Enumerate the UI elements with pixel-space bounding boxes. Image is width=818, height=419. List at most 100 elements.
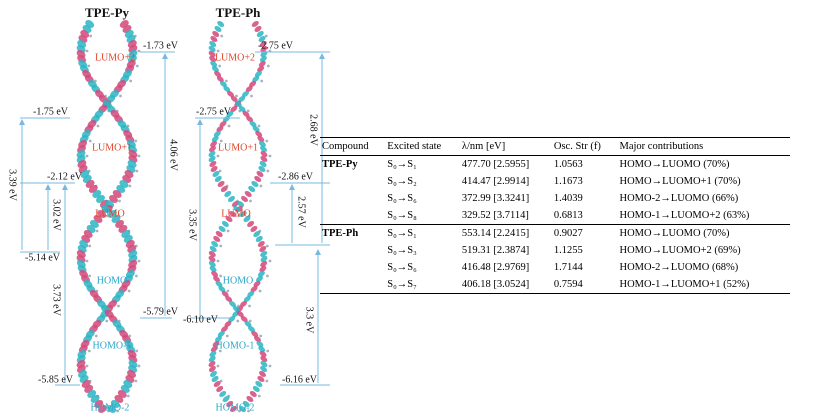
orbital-lobe <box>256 341 264 347</box>
energy-label: -5.79 eV <box>143 306 179 317</box>
orbital-lobe <box>230 96 238 102</box>
orbital-lobe <box>218 286 226 292</box>
orbital-lobe <box>246 109 250 113</box>
compound-cell: TPE-Py <box>322 159 358 170</box>
orbital-lobe <box>208 151 216 157</box>
orbital-lobe <box>208 356 216 362</box>
orbital-lobe <box>260 46 268 52</box>
orbital-lobe <box>88 274 91 278</box>
orbital-lobe <box>259 56 267 62</box>
orbital-lobe <box>135 274 138 278</box>
orbital-diagram: TPE-Py LUMO+2 LUMO+1 LUMO HOMO HOMO-1 HO… <box>7 5 330 413</box>
orbital-lobe <box>88 139 92 143</box>
orbital-lobe <box>85 49 89 53</box>
orbital-lobe <box>249 121 257 127</box>
orbital-lobe <box>260 366 268 372</box>
orbital-lobe <box>209 351 217 357</box>
orbital-lobe <box>214 26 222 32</box>
table-cell: 406.18 [3.0524] <box>461 279 530 290</box>
orbital-lobe <box>211 66 219 72</box>
gap-label: 3.73 eV <box>51 284 62 316</box>
orbital-lobe <box>239 406 246 412</box>
orbital-lobe <box>249 199 252 203</box>
orbital-lobe <box>218 226 226 232</box>
orbital-lobe <box>256 31 264 37</box>
orbital-lobe <box>222 396 230 402</box>
header-cell: Excited state <box>387 141 442 152</box>
orbital-lobe <box>248 326 255 332</box>
orbital-lobe <box>85 154 89 158</box>
orbital-lobe <box>208 361 216 367</box>
orbital-lobe <box>213 131 221 137</box>
orbital-lobe <box>257 394 261 398</box>
orbital-lobe <box>249 391 257 397</box>
gap-label: 3.35 eV <box>187 209 198 241</box>
orbital-label: HOMO-1 <box>93 340 132 351</box>
orbital-lobe <box>242 91 249 97</box>
energy-label: -5.14 eV <box>25 252 61 263</box>
orbital-lobe <box>238 96 246 102</box>
orbital-lobe <box>127 289 131 293</box>
orbital-lobe <box>250 226 258 232</box>
orbital-lobe <box>250 286 258 292</box>
orbital-lobe <box>260 251 268 257</box>
table-cell: HOMO→LUOMO (70%) <box>619 159 730 170</box>
orbital-lobe <box>208 51 216 57</box>
orbital-lobe <box>208 251 216 257</box>
orbital-lobe <box>251 331 259 337</box>
orbital-lobe <box>210 166 218 172</box>
orbital-lobe <box>209 41 217 47</box>
orbital-lobe <box>258 166 266 172</box>
table-cell: HOMO→LUOMO+1 (70%) <box>619 176 741 187</box>
table-cell: HOMO→LUOMO (70%) <box>619 228 730 239</box>
orbital-lobe <box>224 79 228 83</box>
table-row: S₀→S₆ 416.48 [2.9769] 1.7144 HOMO-2→LUOMO (… <box>320 259 790 276</box>
orbital-lobe <box>268 154 272 158</box>
orbital-lobe <box>212 341 220 347</box>
orbital-lobe <box>116 409 119 413</box>
orbital-lobe <box>217 331 225 337</box>
orbital-lobe <box>258 141 266 147</box>
orbital-lobe <box>211 271 219 277</box>
compound-cell: TPE-Ph <box>322 228 359 239</box>
energy-label: -2.75 eV <box>196 106 232 117</box>
table-cell: 1.0563 <box>553 159 583 170</box>
orbital-label: HOMO <box>97 275 128 286</box>
table-group: TPE-Py S₀→S₁ 477.70 [2.5955] 1.0563 HOMO→LUO… <box>320 156 790 225</box>
orbital-lobe <box>218 169 222 173</box>
orbital-lobe <box>213 276 220 282</box>
table-cell: 1.7144 <box>553 262 583 273</box>
orbital-lobe <box>216 364 220 368</box>
orbital-lobe <box>259 351 267 357</box>
orbital-lobe <box>225 334 229 338</box>
orbital-lobe <box>225 216 233 222</box>
table-row: S₀→S₈ 329.52 [3.7114] 0.6813 HOMO-1→LUOMO+2… <box>320 207 790 225</box>
orbital-lobe <box>210 36 218 42</box>
orbital-lobe <box>118 199 121 203</box>
orbital-lobe <box>134 139 138 143</box>
orbital-label: LUMO <box>95 208 124 219</box>
table-cell: S₀→S₁ <box>387 228 417 239</box>
table-cell: 0.7594 <box>553 279 583 290</box>
orbital-lobe <box>219 274 223 278</box>
level-lines <box>20 51 330 386</box>
orbital-lobe <box>265 379 269 383</box>
table-row: S₀→S₇ 406.18 [3.0524] 0.7594 HOMO-1→LUOMO+1… <box>320 276 790 294</box>
orbital-lobe <box>135 64 139 68</box>
orbital-lobe <box>226 229 230 233</box>
orbital-lobe <box>266 169 270 173</box>
orbital-lobe <box>85 259 89 263</box>
orbital-lobe <box>215 231 223 237</box>
orbital-lobe <box>216 76 224 82</box>
orbital-lobe <box>258 61 266 67</box>
compound-cell <box>320 276 385 294</box>
orbital-lobe <box>257 66 265 72</box>
orbital-lobe <box>236 319 240 323</box>
orbital-lobe <box>257 376 265 382</box>
orbital-lobe <box>215 336 222 342</box>
orbital-lobe <box>233 206 241 212</box>
orbital-lobe <box>239 211 247 217</box>
orbital-lobe <box>220 34 224 38</box>
orbital-lobe <box>247 291 255 297</box>
table-cell: 1.1255 <box>553 245 583 256</box>
